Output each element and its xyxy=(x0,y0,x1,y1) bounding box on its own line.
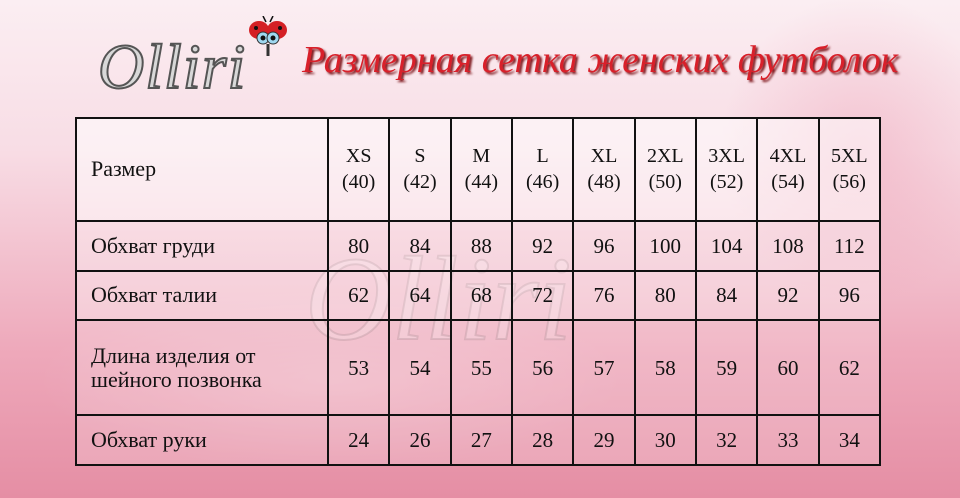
size-header: XS (40) xyxy=(326,117,391,222)
measurement-cell: 84 xyxy=(694,269,759,322)
measurement-cell: 76 xyxy=(572,269,636,322)
size-chart-table: Размер XS (40) S (42) M (44) L (46) XL (48) 2XL (50… xyxy=(75,117,882,466)
measurement-cell: 62 xyxy=(817,319,882,417)
size-number: (50) xyxy=(648,171,682,194)
table-row: Обхват груди 80 84 88 92 96 100 104 108 112 xyxy=(75,219,882,272)
size-number: (46) xyxy=(525,171,560,194)
measurement-cell: 53 xyxy=(326,319,391,417)
measurement-cell: 68 xyxy=(449,269,513,322)
measurement-cell: 60 xyxy=(756,319,820,417)
measurement-cell: 80 xyxy=(326,219,391,272)
measurement-cell: 34 xyxy=(817,414,882,466)
row-label: Длина изделия от шейного позвонка xyxy=(75,319,329,417)
size-header: XL (48) xyxy=(572,117,636,222)
measurement-cell: 54 xyxy=(388,319,452,417)
measurement-cell: 29 xyxy=(572,414,636,466)
measurement-cell: 80 xyxy=(633,269,697,322)
size-number: (40) xyxy=(342,171,376,194)
size-name: XS xyxy=(345,145,372,168)
measurement-cell: 84 xyxy=(388,219,452,272)
brand-logo: Olliri xyxy=(97,16,288,108)
size-number: (54) xyxy=(771,171,805,194)
measurement-cell: 92 xyxy=(756,269,820,322)
size-number: (42) xyxy=(403,171,437,194)
size-name: 2XL xyxy=(646,145,684,168)
measurement-cell: 108 xyxy=(756,219,820,272)
measurement-cell: 100 xyxy=(633,219,697,272)
size-header: 4XL (54) xyxy=(756,117,820,222)
size-number: (48) xyxy=(587,171,621,194)
table-row: Обхват руки 24 26 27 28 29 30 32 33 34 xyxy=(75,414,882,466)
header-label: Размер xyxy=(75,117,329,222)
measurement-cell: 24 xyxy=(326,414,391,466)
measurement-cell: 92 xyxy=(510,219,575,272)
measurement-cell: 26 xyxy=(388,414,452,466)
measurement-cell: 56 xyxy=(510,319,575,417)
measurement-cell: 55 xyxy=(449,319,513,417)
table-row: Длина изделия от шейного позвонка 53 54 55 5… xyxy=(75,319,882,417)
table-header-row: Размер XS (40) S (42) M (44) L (46) XL (48) 2XL (50… xyxy=(75,117,882,222)
measurement-cell: 64 xyxy=(388,269,452,322)
row-label: Обхват руки xyxy=(75,414,329,466)
measurement-cell: 104 xyxy=(694,219,759,272)
size-number: (44) xyxy=(464,171,498,194)
row-label: Обхват груди xyxy=(75,219,329,272)
size-header: 3XL (52) xyxy=(694,117,759,222)
size-name: 4XL xyxy=(769,145,807,168)
logo-text: Olliri xyxy=(97,30,247,103)
measurement-cell: 28 xyxy=(510,414,575,466)
measurement-cell: 88 xyxy=(449,219,513,272)
page-title: Размерная сетка женских футболок xyxy=(302,39,899,81)
ladybug-icon xyxy=(249,16,287,56)
size-name: L xyxy=(536,145,549,168)
size-name: 5XL xyxy=(830,145,868,168)
size-name: M xyxy=(472,145,491,168)
measurement-cell: 33 xyxy=(756,414,820,466)
size-name: XL xyxy=(590,145,618,168)
table-row: Обхват талии 62 64 68 72 76 80 84 92 96 xyxy=(75,269,882,322)
measurement-cell: 32 xyxy=(694,414,759,466)
measurement-cell: 27 xyxy=(449,414,513,466)
size-header: L (46) xyxy=(510,117,575,222)
measurement-cell: 30 xyxy=(633,414,697,466)
measurement-cell: 112 xyxy=(817,219,882,272)
measurement-cell: 59 xyxy=(694,319,759,417)
size-name: 3XL xyxy=(708,145,745,168)
measurement-cell: 62 xyxy=(326,269,391,322)
size-name: S xyxy=(414,145,426,168)
measurement-cell: 58 xyxy=(633,319,697,417)
measurement-cell: 72 xyxy=(510,269,575,322)
size-number: (52) xyxy=(709,171,744,194)
measurement-cell: 96 xyxy=(572,219,636,272)
measurement-cell: 57 xyxy=(572,319,636,417)
size-header: S (42) xyxy=(388,117,452,222)
size-header: 5XL (56) xyxy=(817,117,882,222)
row-label: Обхват талии xyxy=(75,269,329,322)
size-header: M (44) xyxy=(449,117,513,222)
measurement-cell: 96 xyxy=(817,269,882,322)
size-header: 2XL (50) xyxy=(633,117,697,222)
size-number: (56) xyxy=(832,171,866,194)
